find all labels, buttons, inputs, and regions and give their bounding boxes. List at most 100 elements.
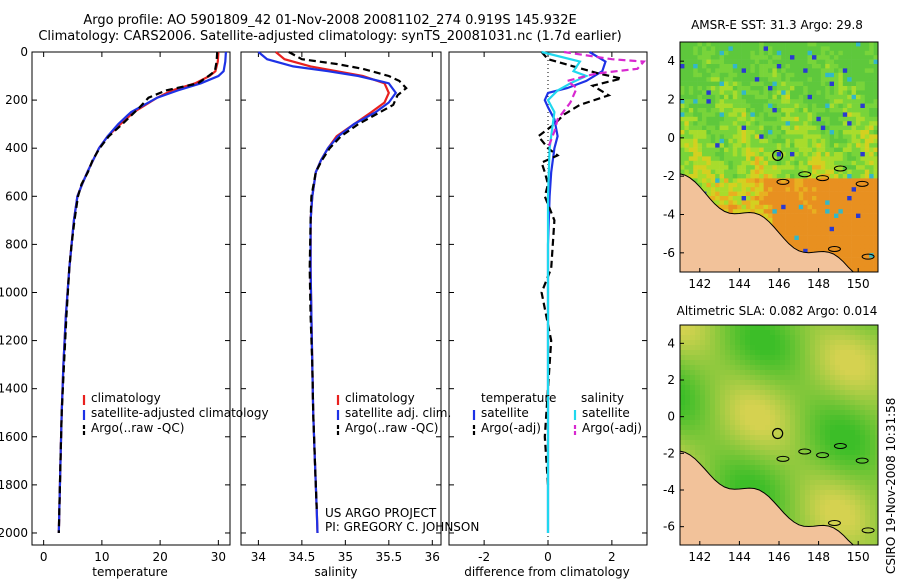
sst-map-cell <box>860 270 866 272</box>
sla-map-cell <box>870 465 876 471</box>
sst-map-cell <box>706 187 712 192</box>
sla-map-cell <box>775 465 781 471</box>
sla-map-cell <box>715 445 721 451</box>
sst-map-cell <box>697 130 703 135</box>
sst-map-cell <box>706 147 712 153</box>
sla-map-cell <box>855 465 861 471</box>
sst-map-cell <box>790 240 795 245</box>
sla-map-cell <box>840 390 846 396</box>
sst-map-cell <box>790 160 795 166</box>
sst-map-cell <box>754 156 760 162</box>
sst-map-cell <box>684 94 690 100</box>
sst-map-cell <box>803 248 808 254</box>
sst-map-cell <box>878 46 883 51</box>
sst-map-cell <box>732 55 738 60</box>
legend-label: satellite-adjusted climatology <box>91 406 269 420</box>
sla-map-cell <box>830 475 836 481</box>
sst-map-cell <box>807 174 813 179</box>
sst-map-cell <box>856 42 861 47</box>
sla-map-cell <box>815 435 821 441</box>
sla-map-cell <box>795 345 801 351</box>
sla-map-cell <box>705 355 711 361</box>
sla-map-cell <box>765 330 771 336</box>
sst-map-cell <box>807 240 813 245</box>
sst-map-cell <box>684 64 690 69</box>
sla-map-cell <box>840 465 846 471</box>
sla-map-cell <box>825 445 831 451</box>
sst-map-cell <box>798 178 804 184</box>
sla-map-cell <box>790 495 796 501</box>
sla-map-cell <box>705 425 711 431</box>
sst-map-cell <box>860 204 866 210</box>
sst-map-cell <box>688 77 694 82</box>
sla-map-cell <box>845 345 851 351</box>
sst-map-cell <box>842 138 848 144</box>
sla-map-cell <box>735 410 741 416</box>
sla-map-cell <box>800 475 806 481</box>
sst-map-cell <box>873 99 878 104</box>
sst-map-cell <box>803 103 808 109</box>
sla-map-cell <box>825 375 831 381</box>
sst-map-cell <box>869 191 874 197</box>
sla-map-cell <box>715 385 721 391</box>
sst-map-cell <box>847 99 852 104</box>
sst-map-cell <box>864 46 870 52</box>
sst-map-cell <box>776 90 782 96</box>
sla-map-cell <box>815 410 821 416</box>
sst-map-cell <box>847 121 852 126</box>
sst-map-cell <box>812 178 817 184</box>
sst-map-cell <box>834 169 839 175</box>
sst-map-cell <box>869 200 874 206</box>
sst-map-cell <box>878 95 883 100</box>
sla-map-cell <box>760 435 766 441</box>
sst-map-cell <box>759 72 764 78</box>
sla-map-cell <box>865 400 871 406</box>
sst-map-cell <box>790 42 795 47</box>
sst-map-cell <box>732 72 738 78</box>
sla-map-cell <box>760 480 766 486</box>
sst-map-cell <box>829 178 835 184</box>
sla-map-cell <box>825 335 831 341</box>
sla-map-cell <box>850 380 856 386</box>
sla-map-cell <box>830 500 836 506</box>
island-outline <box>798 171 812 178</box>
sst-map-cell <box>847 116 852 122</box>
sst-map-cell <box>763 213 769 219</box>
sst-map-cell <box>776 116 782 122</box>
sst-map-cell <box>842 68 848 74</box>
sla-map-cell <box>725 365 731 371</box>
sla-map-cell <box>715 395 721 401</box>
sst-map-cell <box>847 112 852 118</box>
sst-map-cell <box>864 77 870 82</box>
sst-map-cell <box>856 244 861 250</box>
sla-map-cell <box>685 350 691 356</box>
sst-map-cell <box>878 51 883 56</box>
sla-map-cell <box>705 345 711 351</box>
sst-map-cell <box>816 200 822 206</box>
sla-map-cell <box>710 350 716 356</box>
sla-map-cell <box>765 485 771 491</box>
sst-map-cell <box>851 213 857 219</box>
sst-map-cell <box>776 112 782 118</box>
sst-map-cell <box>834 134 839 140</box>
sla-map-cell <box>865 445 871 451</box>
sst-map-cell <box>807 77 813 82</box>
sla-map-cell <box>840 370 846 376</box>
sst-map-cell <box>812 187 817 192</box>
sst-map-cell <box>759 125 764 131</box>
sst-map-cell <box>776 55 782 60</box>
sst-map-cell <box>759 196 764 201</box>
sst-map-cell <box>873 257 878 263</box>
sst-map-cell <box>820 209 826 214</box>
sst-map-cell <box>794 112 800 118</box>
sla-map-cell <box>855 435 861 441</box>
sst-map-cell <box>798 200 804 206</box>
sst-map-cell <box>825 59 830 65</box>
sst-map-cell <box>856 94 861 100</box>
sla-map-cell <box>760 450 766 456</box>
sla-map-cell <box>745 475 751 481</box>
sla-map-cell <box>745 330 751 336</box>
sla-map-cell <box>780 425 786 431</box>
sst-map-cell <box>838 235 844 241</box>
sla-map-cell <box>750 450 756 456</box>
